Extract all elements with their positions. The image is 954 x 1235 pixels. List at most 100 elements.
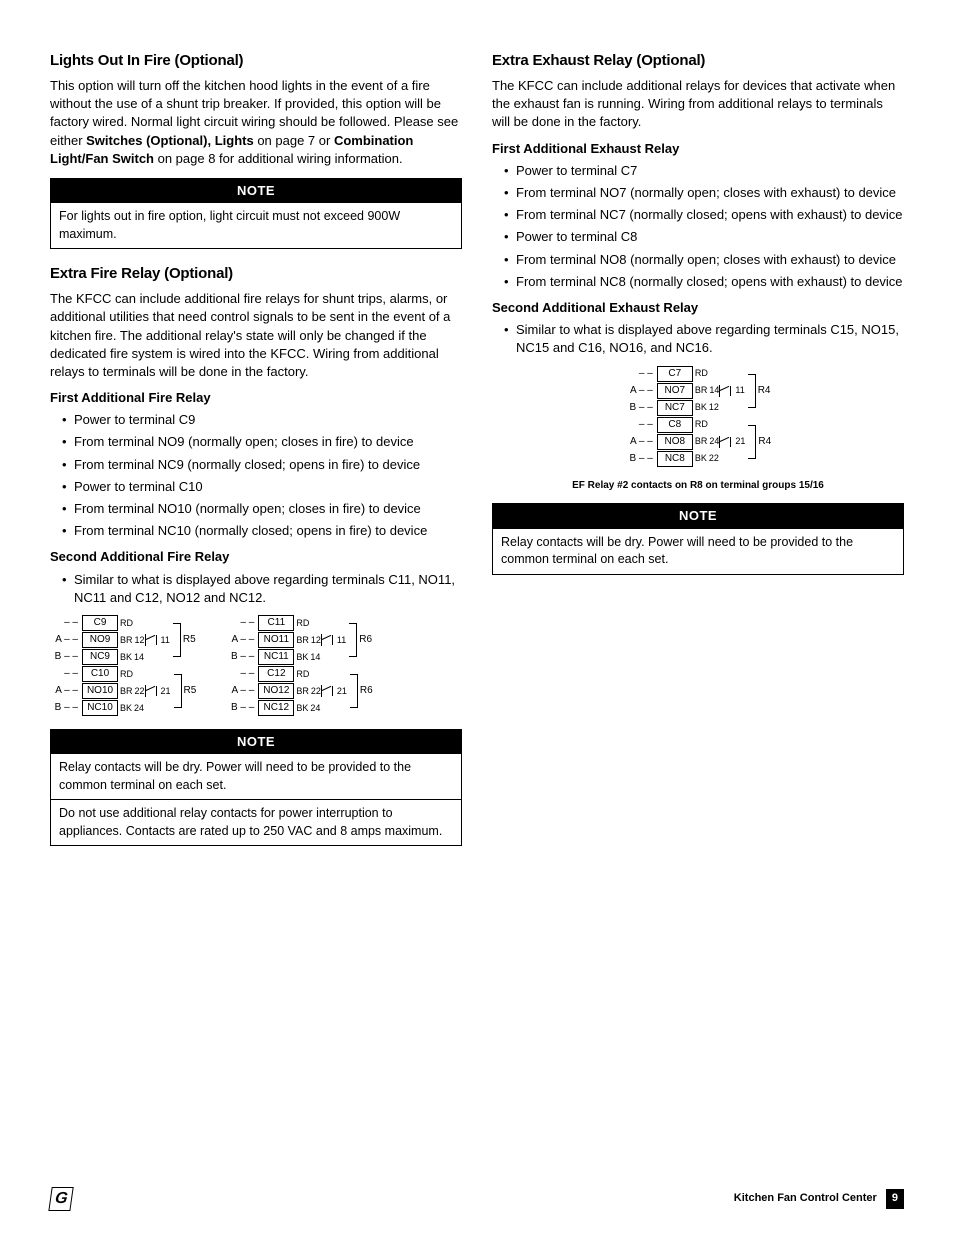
prefix: – – (625, 369, 657, 379)
list-item: From terminal NO10 (normally open; close… (74, 500, 462, 518)
wire-label: RD (117, 670, 133, 679)
prefix: B – – (50, 703, 82, 713)
prefix: A – – (625, 437, 657, 447)
subheading-first-fire-relay: First Additional Fire Relay (50, 389, 462, 407)
note-header: NOTE (493, 504, 903, 528)
diagram-r4: – –C7RD A – –NO7BR1411R4 B – –NC7BK12 – … (625, 365, 771, 467)
pin-label: 11 (159, 636, 170, 645)
note-header: NOTE (51, 730, 461, 754)
relay-label: R4 (756, 386, 771, 396)
right-column: Extra Exhaust Relay (Optional) The KFCC … (492, 50, 904, 860)
wire-label: BR (692, 386, 708, 395)
contact-icon (321, 634, 335, 646)
text: on page 8 for additional wiring informat… (154, 151, 403, 166)
prefix: A – – (226, 686, 258, 696)
list-item: From terminal NO7 (normally open; closes… (516, 184, 904, 202)
prefix: – – (50, 618, 82, 628)
pin-label: 12 (133, 636, 145, 645)
list-first-exhaust-relay: Power to terminal C7 From terminal NO7 (… (492, 162, 904, 291)
list-item: From terminal NO8 (normally open; closes… (516, 251, 904, 269)
terminal-cell: NO9 (82, 632, 118, 648)
terminal-cell: NC11 (258, 649, 294, 665)
wire-label: RD (117, 619, 133, 628)
list-item: Similar to what is displayed above regar… (74, 571, 462, 607)
list-item: Similar to what is displayed above regar… (516, 321, 904, 357)
prefix: A – – (625, 386, 657, 396)
contact-icon (145, 634, 159, 646)
relay-label: R5 (181, 635, 196, 645)
wire-label: BR (293, 687, 309, 696)
bracket-icon (748, 425, 756, 459)
subheading-first-exhaust-relay: First Additional Exhaust Relay (492, 140, 904, 158)
terminal-cell: C8 (657, 417, 693, 433)
note-body: Relay contacts will be dry. Power will n… (493, 529, 903, 574)
bracket-icon (173, 623, 181, 657)
bracket-icon (748, 374, 756, 408)
terminal-cell: C7 (657, 366, 693, 382)
wire-label: BR (117, 687, 133, 696)
paragraph-extra-fire: The KFCC can include additional fire rel… (50, 290, 462, 381)
left-column: Lights Out In Fire (Optional) This optio… (50, 50, 462, 860)
text: on page 7 or (254, 133, 334, 148)
wire-label: BR (692, 437, 708, 446)
wire-label: RD (293, 670, 309, 679)
page-footer: G Kitchen Fan Control Center 9 (50, 1187, 904, 1211)
terminal-cell: C10 (82, 666, 118, 682)
page-number: 9 (886, 1189, 904, 1208)
terminal-cell: C12 (258, 666, 294, 682)
pin-label: 24 (308, 704, 320, 713)
pin-label: 21 (733, 437, 745, 446)
exhaust-relay-diagram-row: – –C7RD A – –NO7BR1411R4 B – –NC7BK12 – … (492, 365, 904, 467)
list-second-fire-relay: Similar to what is displayed above regar… (50, 571, 462, 607)
pin-label: 24 (707, 437, 719, 446)
list-item: From terminal NC8 (normally closed; open… (516, 273, 904, 291)
note-body: Do not use additional relay contacts for… (51, 799, 461, 845)
list-item: Power to terminal C8 (516, 228, 904, 246)
pin-label: 12 (309, 636, 321, 645)
prefix: – – (226, 669, 258, 679)
pin-label: 21 (159, 687, 171, 696)
terminal-cell: C11 (258, 615, 294, 631)
terminal-cell: NC7 (657, 400, 693, 416)
fire-relay-diagram-row: – –C9RD A – –NO9BR1211R5 B – –NC9BK14 – … (50, 615, 462, 717)
pin-label: 14 (308, 653, 320, 662)
diagram-caption: EF Relay #2 contacts on R8 on terminal g… (492, 479, 904, 493)
prefix: A – – (50, 686, 82, 696)
wire-label: RD (692, 420, 708, 429)
list-item: Power to terminal C9 (74, 411, 462, 429)
note-header: NOTE (51, 179, 461, 203)
heading-lights-out: Lights Out In Fire (Optional) (50, 50, 462, 71)
prefix: B – – (226, 703, 258, 713)
prefix: B – – (625, 454, 657, 464)
pin-label: 11 (335, 636, 346, 645)
prefix: – – (50, 669, 82, 679)
wire-label: BR (117, 636, 133, 645)
wire-label: BR (293, 636, 309, 645)
contact-icon (719, 436, 733, 448)
heading-extra-fire-relay: Extra Fire Relay (Optional) (50, 263, 462, 284)
wire-label: BK (117, 704, 132, 713)
subheading-second-exhaust-relay: Second Additional Exhaust Relay (492, 299, 904, 317)
note-box-fire-relay: NOTE Relay contacts will be dry. Power w… (50, 729, 462, 846)
terminal-cell: NC12 (258, 700, 294, 716)
subheading-second-fire-relay: Second Additional Fire Relay (50, 548, 462, 566)
pin-label: 24 (132, 704, 144, 713)
list-item: From terminal NO9 (normally open; closes… (74, 433, 462, 451)
terminal-cell: NO10 (82, 683, 118, 699)
two-column-layout: Lights Out In Fire (Optional) This optio… (50, 50, 904, 860)
terminal-cell: NC9 (82, 649, 118, 665)
terminal-cell: NO8 (657, 434, 693, 450)
pin-label: 22 (309, 687, 321, 696)
note-body: Relay contacts will be dry. Power will n… (51, 754, 461, 799)
terminal-cell: NO11 (258, 632, 294, 648)
paragraph-lights-out: This option will turn off the kitchen ho… (50, 77, 462, 168)
list-item: Power to terminal C10 (74, 478, 462, 496)
note-box-lights: NOTE For lights out in fire option, ligh… (50, 178, 462, 249)
list-first-fire-relay: Power to terminal C9 From terminal NO9 (… (50, 411, 462, 540)
bracket-icon (349, 623, 357, 657)
note-body: For lights out in fire option, light cir… (51, 203, 461, 248)
wire-label: BK (293, 653, 308, 662)
terminal-cell: NC10 (82, 700, 118, 716)
terminal-cell: NC8 (657, 451, 693, 467)
relay-label: R6 (358, 686, 373, 696)
